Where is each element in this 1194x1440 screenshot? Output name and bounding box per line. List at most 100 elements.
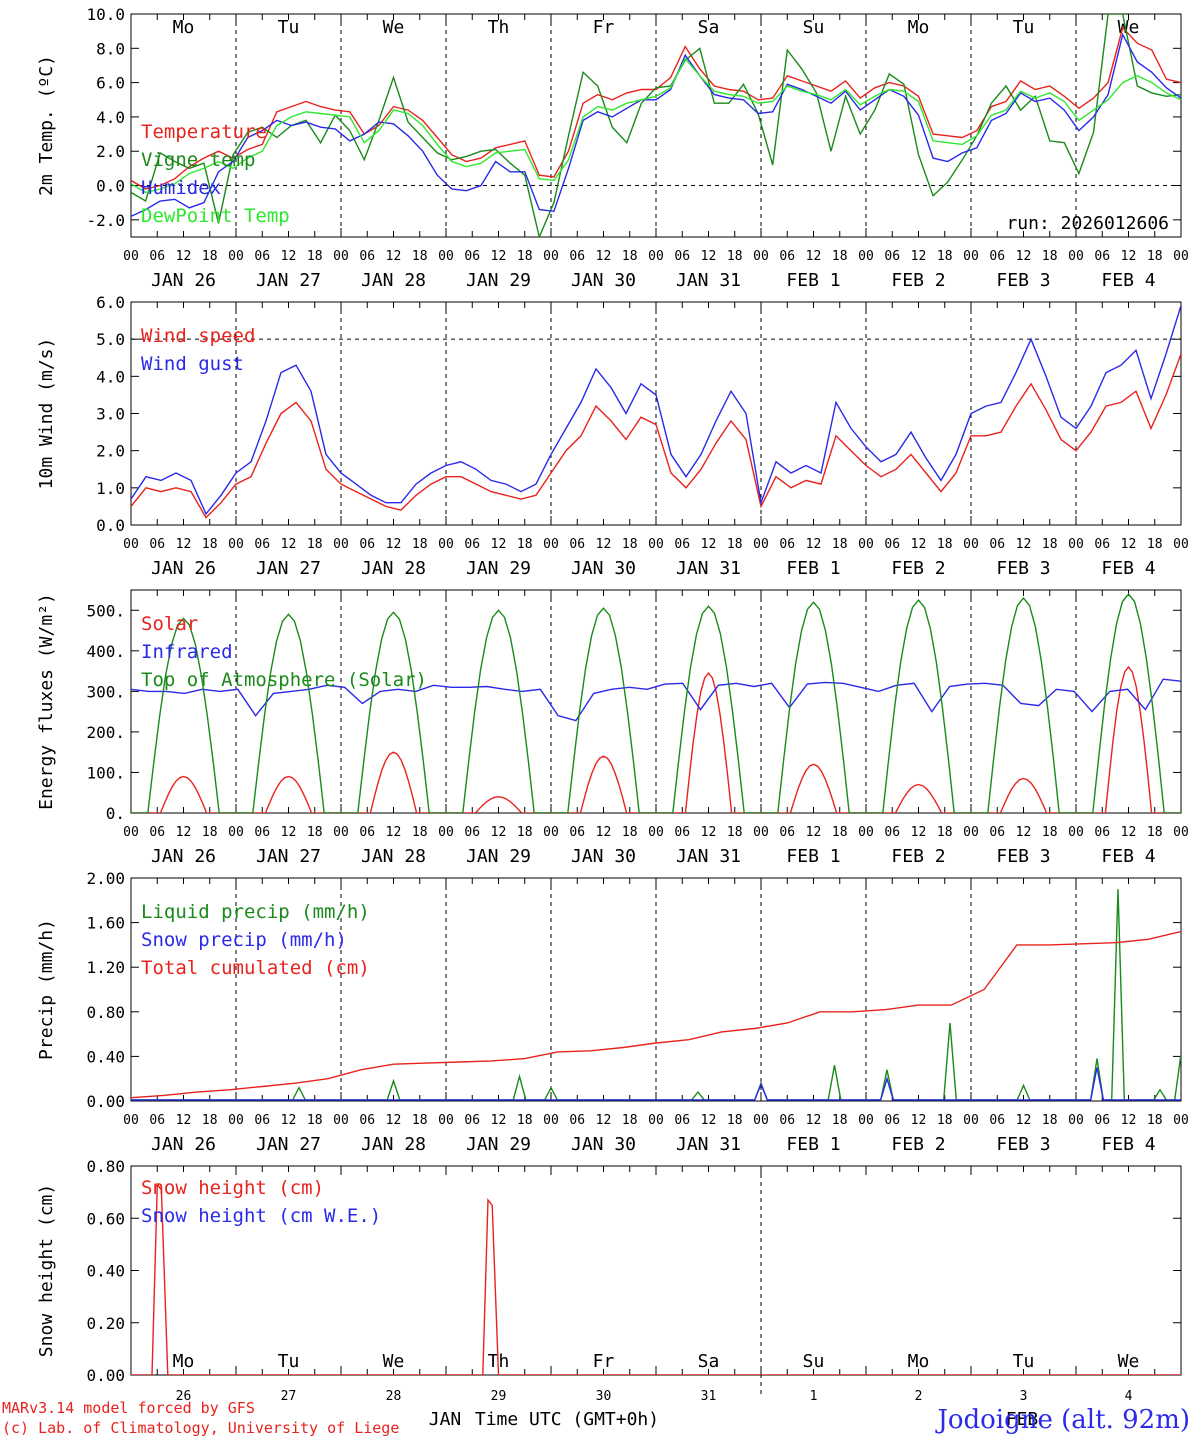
weekday-label: Tu xyxy=(1013,1351,1035,1372)
hour-label: 06 xyxy=(254,249,270,264)
hour-label: 06 xyxy=(779,537,795,552)
hour-label: 12 xyxy=(806,537,822,552)
hour-label: 06 xyxy=(569,825,585,840)
hour-label: 00 xyxy=(438,537,454,552)
day-number-label: 30 xyxy=(596,1389,612,1404)
hour-label: 12 xyxy=(1016,1113,1032,1128)
y-axis-label: Snow height (cm) xyxy=(36,1184,57,1357)
hour-label: 12 xyxy=(281,249,297,264)
y-axis-label: 2m Temp. (ºC) xyxy=(36,55,57,196)
date-label: JAN 31 xyxy=(676,846,741,867)
date-label: JAN 30 xyxy=(571,1134,636,1155)
hour-label: 12 xyxy=(806,825,822,840)
hour-label: 18 xyxy=(517,1113,533,1128)
hour-label: 12 xyxy=(491,537,507,552)
series-total-cumulated-cm-line xyxy=(131,930,1181,1099)
series-group xyxy=(131,1182,1181,1375)
hour-label: 00 xyxy=(123,249,139,264)
hour-label: 18 xyxy=(727,1113,743,1128)
hour-label: 12 xyxy=(701,537,717,552)
date-label: JAN 28 xyxy=(361,846,426,867)
weekday-label: Mo xyxy=(173,17,195,38)
legend-snow-height-cm: Snow height (cm) xyxy=(141,1177,324,1199)
date-label: JAN 28 xyxy=(361,270,426,291)
date-label: FEB 1 xyxy=(786,1134,840,1155)
panel-1: -2.0 0.0 2.0 4.0 6.0 8.0 10.0 2m Temp. (ºC) 00 06… xyxy=(36,5,1189,291)
run-annotation: run: 2026012606 xyxy=(1006,213,1169,234)
series-temperature-line xyxy=(131,26,1181,190)
hour-label: 18 xyxy=(832,249,848,264)
weekday-label: Th xyxy=(488,17,510,38)
date-label: JAN 30 xyxy=(571,270,636,291)
hour-label: 00 xyxy=(543,249,559,264)
hour-label: 18 xyxy=(727,537,743,552)
hour-label: 18 xyxy=(202,1113,218,1128)
hour-label: 06 xyxy=(779,825,795,840)
site-name: Jodoigne (alt. 92m) xyxy=(934,1405,1190,1435)
hour-label: 00 xyxy=(753,1113,769,1128)
date-label: JAN 27 xyxy=(256,558,321,579)
hour-label: 12 xyxy=(1121,537,1137,552)
series-group xyxy=(131,14,1181,237)
hour-label: 00 xyxy=(858,249,874,264)
date-label: FEB 4 xyxy=(1101,270,1155,291)
hour-label: 18 xyxy=(622,537,638,552)
hour-label: 12 xyxy=(176,1113,192,1128)
date-label: FEB 2 xyxy=(891,846,945,867)
hour-label: 12 xyxy=(806,1113,822,1128)
date-label: JAN 27 xyxy=(256,270,321,291)
hour-label: 12 xyxy=(491,825,507,840)
day-number-label: 27 xyxy=(281,1389,297,1404)
hour-label: 06 xyxy=(359,1113,375,1128)
hour-label: 12 xyxy=(386,537,402,552)
day-number-label: 29 xyxy=(491,1389,507,1404)
hour-label: 06 xyxy=(674,1113,690,1128)
hour-label: 00 xyxy=(963,537,979,552)
hour-label: 00 xyxy=(123,1113,139,1128)
date-label: JAN 29 xyxy=(466,558,531,579)
hour-label: 12 xyxy=(911,825,927,840)
y-tick-label: 0.60 xyxy=(86,1209,125,1228)
hour-label: 06 xyxy=(254,1113,270,1128)
hour-label: 18 xyxy=(307,537,323,552)
hour-label: 00 xyxy=(333,1113,349,1128)
day-number-label: 26 xyxy=(176,1389,192,1404)
series-vigne-temp-line xyxy=(131,14,1181,237)
series-group xyxy=(131,305,1181,519)
y-tick-label: 200. xyxy=(86,723,125,742)
hour-label: 18 xyxy=(937,1113,953,1128)
hour-label: 12 xyxy=(806,249,822,264)
hour-label: 12 xyxy=(1121,1113,1137,1128)
hour-label: 18 xyxy=(1147,537,1163,552)
hour-label: 00 xyxy=(858,537,874,552)
date-label: JAN 26 xyxy=(151,846,216,867)
hour-label: 18 xyxy=(412,249,428,264)
y-tick-label: 100. xyxy=(86,763,125,782)
hour-label: 06 xyxy=(149,825,165,840)
hour-label: 18 xyxy=(622,825,638,840)
y-tick-label: 0.20 xyxy=(86,1314,125,1333)
hour-label: 06 xyxy=(149,249,165,264)
footer-model: MARv3.14 model forced by GFS xyxy=(2,1399,255,1417)
weekday-label: Su xyxy=(803,17,825,38)
hour-label: 00 xyxy=(963,1113,979,1128)
weekday-label: Mo xyxy=(173,1351,195,1372)
hour-label: 00 xyxy=(1173,1113,1189,1128)
hour-label: 12 xyxy=(911,537,927,552)
hour-label: 12 xyxy=(596,249,612,264)
hour-label: 12 xyxy=(596,825,612,840)
hour-label: 12 xyxy=(491,1113,507,1128)
legend-snow-height-cm-w-e: Snow height (cm W.E.) xyxy=(141,1205,381,1227)
day-number-label: 2 xyxy=(915,1389,923,1404)
date-label: FEB 4 xyxy=(1101,558,1155,579)
date-label: FEB 3 xyxy=(996,1134,1050,1155)
hour-label: 12 xyxy=(701,249,717,264)
y-tick-label: 6.0 xyxy=(96,293,125,312)
footer-copyright: (c) Lab. of Climatology, University of L… xyxy=(2,1419,399,1437)
hour-label: 00 xyxy=(543,1113,559,1128)
weekday-label: Sa xyxy=(698,17,720,38)
weekday-label: Tu xyxy=(278,1351,300,1372)
hour-label: 18 xyxy=(1147,249,1163,264)
weekday-label: Mo xyxy=(908,17,930,38)
hour-label: 06 xyxy=(674,249,690,264)
